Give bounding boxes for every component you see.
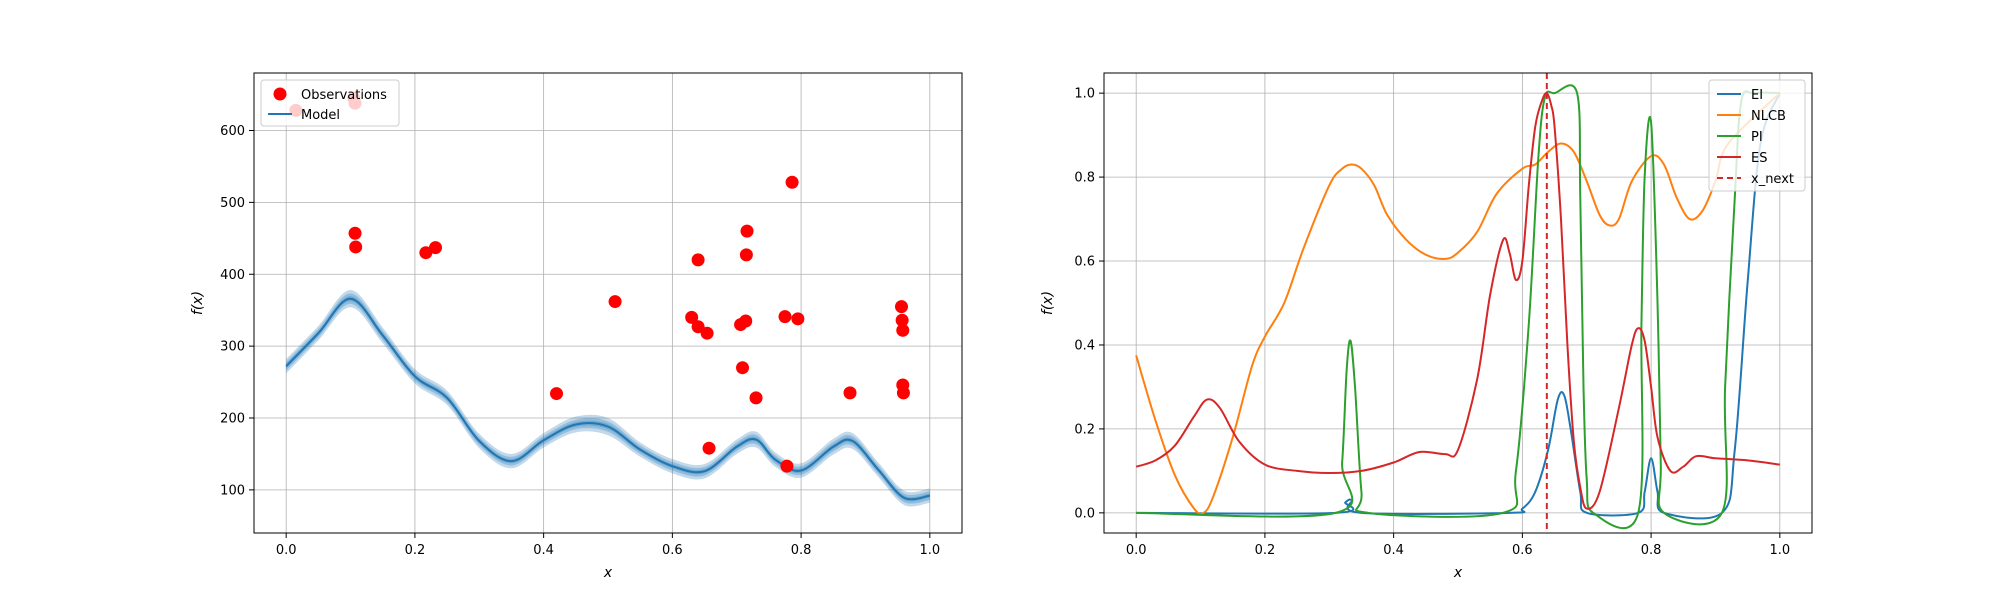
observation-point (739, 248, 753, 262)
series-line-es (1135, 92, 1780, 510)
observation-point (349, 240, 363, 254)
observation-point (896, 323, 910, 337)
observation-point (608, 295, 622, 309)
right-x-tick-label: 0.0 (1126, 543, 1147, 558)
left-x-tick-label: 0.0 (276, 543, 297, 558)
right-acquisition-lines (1135, 84, 1781, 530)
left-x-tick-label: 0.8 (791, 543, 812, 558)
left-y-tick-label: 300 (220, 340, 245, 355)
observation-point (685, 310, 699, 324)
observation-point (736, 361, 750, 375)
observation-point (749, 391, 763, 405)
right-x-tick-label: 0.6 (1512, 543, 1533, 558)
observation-point (791, 312, 805, 326)
right-y-ticks: 0.0 0.2 0.4 0.6 0.8 1.0 (1074, 87, 1104, 521)
left-y-ticks: 100 200 300 400 500 600 (220, 124, 254, 498)
right-grid (1104, 73, 1812, 533)
model-confidence-band (286, 290, 930, 507)
right-legend: EI NLCB PI ES x_next (1708, 79, 1806, 192)
observation-point (700, 326, 714, 340)
right-axes-frame (1103, 72, 1813, 534)
left-y-axis-label: f(x) (190, 291, 206, 315)
right-y-tick-label: 0.0 (1074, 506, 1095, 521)
model-confidence-band (286, 296, 930, 502)
left-observation-points (289, 91, 910, 473)
observation-point (785, 175, 799, 189)
right-x-tick-label: 0.8 (1641, 543, 1662, 558)
observation-point (550, 387, 564, 401)
left-y-tick-label: 200 (220, 412, 245, 427)
legend-pi-label: PI (1751, 130, 1763, 145)
model-mean-line (285, 297, 930, 501)
left-x-tick-label: 0.4 (533, 543, 554, 558)
right-y-tick-label: 0.2 (1074, 422, 1095, 437)
right-y-tick-label: 0.8 (1074, 171, 1095, 186)
series-line-ei (1136, 92, 1781, 520)
left-model-band (286, 290, 930, 507)
observation-point (740, 224, 754, 238)
legend-ei-label: EI (1751, 88, 1763, 103)
legend-es-label: ES (1751, 151, 1767, 166)
left-x-tick-label: 1.0 (919, 543, 940, 558)
observation-point (429, 241, 443, 255)
series-line-pi (1136, 84, 1780, 530)
observation-point (896, 386, 910, 400)
observation-point (702, 441, 716, 455)
left-grid (254, 73, 962, 533)
left-x-tick-label: 0.2 (405, 543, 426, 558)
model-confidence-band (286, 293, 930, 504)
right-y-tick-label: 1.0 (1074, 87, 1095, 102)
legend-nlcb-label: NLCB (1751, 109, 1786, 124)
observation-point (778, 310, 792, 324)
legend-observations-marker (273, 87, 287, 101)
left-y-tick-label: 600 (220, 124, 245, 139)
observation-point (739, 314, 753, 328)
left-y-tick-label: 400 (220, 268, 245, 283)
legend-x-next-label: x_next (1751, 172, 1794, 187)
left-legend: Observations Model (260, 79, 400, 127)
right-y-tick-label: 0.6 (1074, 255, 1095, 270)
right-y-tick-label: 0.4 (1074, 338, 1095, 353)
legend-model-label: Model (301, 108, 340, 123)
legend-observations-label: Observations (301, 88, 387, 103)
observation-point (894, 300, 908, 314)
observation-point (843, 386, 857, 400)
left-x-tick-label: 0.6 (662, 543, 683, 558)
observation-point (348, 226, 362, 240)
left-y-tick-label: 100 (220, 483, 245, 498)
left-legend-box (260, 79, 400, 127)
left-y-tick-label: 500 (220, 196, 245, 211)
right-x-tick-label: 0.2 (1255, 543, 1276, 558)
observation-point (691, 320, 705, 334)
right-x-axis-label: x (1453, 565, 1463, 581)
observation-point (419, 246, 433, 260)
right-x-ticks: 0.0 0.2 0.4 0.6 0.8 1.0 (1126, 533, 1790, 558)
right-x-tick-label: 1.0 (1769, 543, 1790, 558)
left-x-ticks: 0.0 0.2 0.4 0.6 0.8 1.0 (276, 533, 940, 558)
observation-point (780, 459, 794, 473)
series-line-nlcb (1135, 92, 1781, 516)
right-legend-box (1708, 79, 1806, 192)
left-model-line (285, 297, 930, 501)
right-chart-panel: 0.0 0.2 0.4 0.6 0.8 1.0 0.00.20.40.60.81.0 x … (1040, 72, 1813, 581)
observation-point (895, 313, 909, 327)
right-y-axis-label: f(x) (1040, 291, 1056, 315)
right-x-tick-label: 0.4 (1383, 543, 1404, 558)
observation-point (691, 253, 705, 267)
left-axes-frame (253, 72, 963, 534)
left-x-axis-label: x (603, 565, 613, 581)
